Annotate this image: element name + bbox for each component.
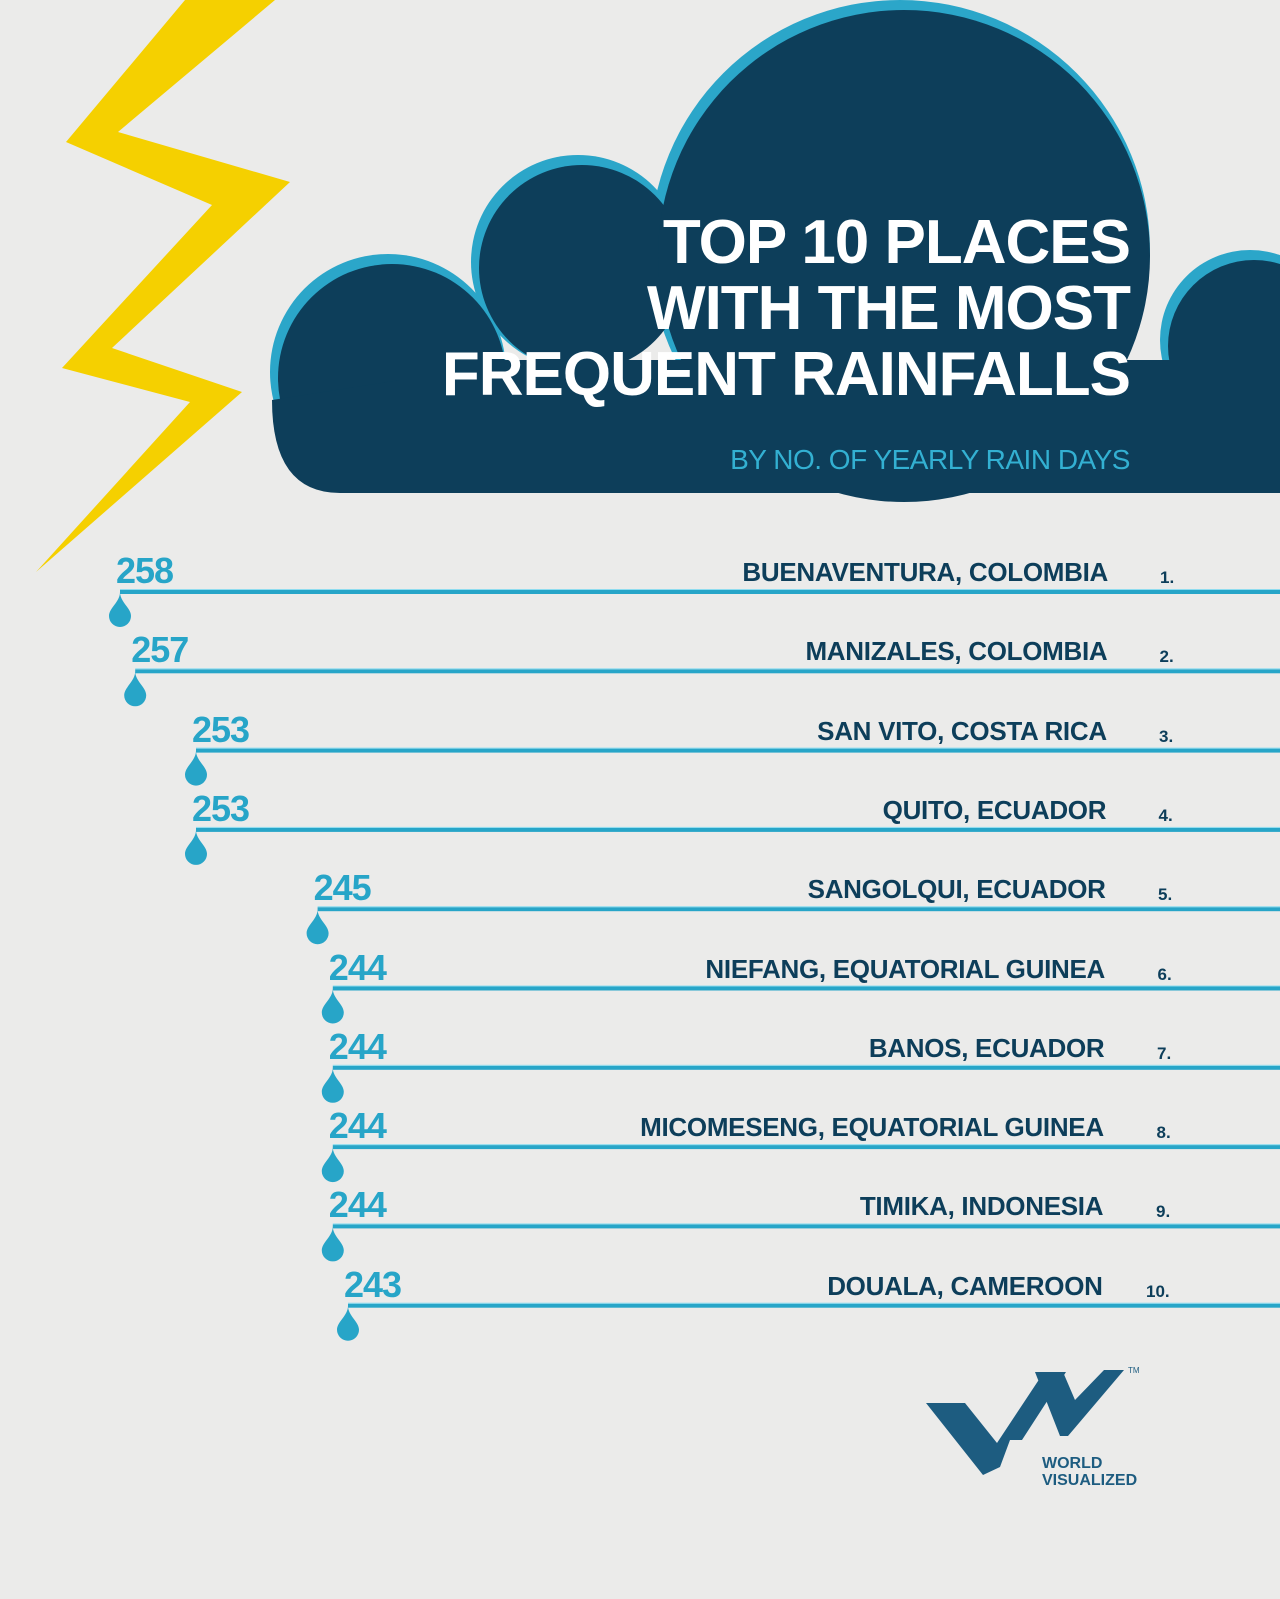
place-label: DOUALA, CAMEROON — [827, 1270, 1103, 1301]
raindrop-icon — [337, 1305, 359, 1341]
value-label: 253 — [192, 787, 250, 829]
value-label: 244 — [328, 1105, 387, 1147]
place-label: QUITO, ECUADOR — [882, 794, 1107, 825]
rank-label: 8. — [1156, 1123, 1171, 1143]
bar — [120, 590, 1280, 594]
chart-subtitle: BY NO. OF YEARLY RAIN DAYS — [730, 444, 1130, 475]
value-label: 253 — [192, 708, 250, 750]
cloud — [270, 0, 1280, 502]
bar-highlight — [332, 985, 1280, 987]
bar-highlight — [135, 668, 1280, 670]
raindrop-icon — [321, 988, 344, 1024]
value-label: 244 — [328, 946, 387, 988]
rank-label: 7. — [1157, 1043, 1172, 1063]
rank-label: 2. — [1159, 647, 1174, 667]
rank-label: 5. — [1158, 885, 1173, 905]
rank-label: 6. — [1157, 964, 1172, 984]
logo-line-1: WORLD — [1042, 1455, 1103, 1472]
value-label: 245 — [313, 867, 372, 909]
rank-label: 10. — [1146, 1281, 1170, 1301]
rank-label: 3. — [1159, 726, 1174, 746]
raindrop-icon — [185, 829, 207, 865]
bar — [135, 669, 1280, 674]
logo-text: WORLD VISUALIZED — [1042, 1455, 1137, 1489]
bar — [317, 907, 1280, 912]
bar — [196, 748, 1280, 753]
raindrop-icon — [185, 750, 207, 786]
title-line-2: WITH THE MOST — [647, 274, 1131, 343]
bar-highlight — [120, 589, 1280, 590]
value-label: 243 — [344, 1263, 402, 1305]
bar-highlight — [332, 1144, 1280, 1146]
raindrop-icon — [109, 592, 131, 627]
raindrop-icon — [124, 671, 147, 707]
bar-highlight — [332, 1223, 1280, 1225]
value-label: 244 — [328, 1184, 387, 1226]
bar-highlight — [196, 747, 1280, 749]
value-label: 257 — [131, 629, 189, 671]
place-label: NIEFANG, EQUATORIAL GUINEA — [705, 953, 1105, 984]
place-label: BUENAVENTURA, COLOMBIA — [742, 557, 1108, 587]
raindrop-icon — [321, 1067, 344, 1103]
raindrop-icon — [321, 1226, 344, 1262]
place-label: BANOS, ECUADOR — [868, 1032, 1105, 1063]
bar-highlight — [317, 906, 1280, 908]
lightning-bolt-icon — [36, 0, 290, 572]
bar-highlight — [348, 1302, 1280, 1304]
logo-line-2: VISUALIZED — [1042, 1472, 1138, 1489]
chart-title: TOP 10 PLACES WITH THE MOST FREQUENT RAI… — [441, 208, 1131, 409]
bar-highlight — [332, 1064, 1280, 1066]
title-line-1: TOP 10 PLACES — [662, 208, 1131, 277]
world-visualized-logo-icon — [926, 1370, 1124, 1475]
raindrop-icon — [321, 1147, 344, 1183]
bar — [348, 1303, 1280, 1308]
rank-label: 1. — [1160, 568, 1175, 587]
trademark: TM — [1128, 1366, 1140, 1375]
rank-label: 4. — [1158, 805, 1173, 825]
raindrop-icon — [306, 909, 329, 945]
place-label: SAN VITO, COSTA RICA — [817, 715, 1107, 746]
bar-highlight — [196, 826, 1280, 828]
value-label: 258 — [116, 550, 174, 591]
bars — [109, 589, 1280, 1341]
place-label: TIMIKA, INDONESIA — [859, 1191, 1104, 1222]
bar — [332, 1145, 1280, 1150]
rank-label: 9. — [1156, 1202, 1171, 1222]
title-line-3: FREQUENT RAINFALLS — [441, 340, 1131, 409]
bar — [196, 827, 1280, 832]
place-label: MANIZALES, COLOMBIA — [805, 636, 1108, 667]
place-label: SANGOLQUI, ECUADOR — [807, 874, 1106, 905]
bar — [332, 986, 1280, 991]
place-label: MICOMESENG, EQUATORIAL GUINEA — [640, 1112, 1104, 1143]
bar — [332, 1065, 1280, 1070]
value-label: 244 — [328, 1025, 387, 1067]
bar — [332, 1224, 1280, 1229]
